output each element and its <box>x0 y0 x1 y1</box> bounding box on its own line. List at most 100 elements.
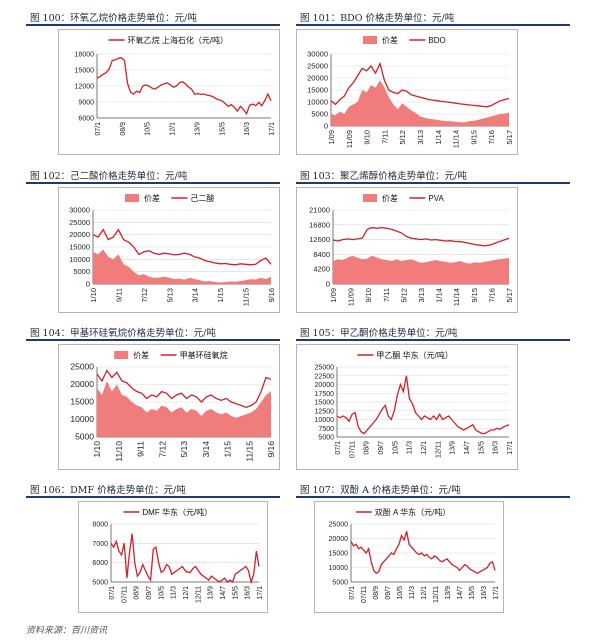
y-tick-label: 15000 <box>69 243 90 252</box>
legend-label: BDO <box>428 36 445 45</box>
series-line <box>110 533 260 585</box>
x-tick-label: 17/1 <box>493 586 500 600</box>
y-tick-label: 15000 <box>315 400 335 407</box>
x-tick-label: 1/14 <box>434 130 443 145</box>
chart-svg-104: 5000 10000 15000 20000 25000 1/10 11/10 9/11 7/1… <box>70 350 276 462</box>
y-tick-label: 10000 <box>70 414 94 424</box>
x-tick-label: 3/13 <box>417 288 426 303</box>
y-tick-label: 9000 <box>78 100 94 107</box>
figure-title-100: 图 100：环氧乙烷价格走势单位：元/吨 <box>30 13 197 24</box>
x-tick-label: 5/13 <box>179 441 189 458</box>
x-tick-label: 11/10 <box>114 441 124 462</box>
chart-svg-102: 0 5000 10000 15000 20000 25000 30000 1/10 9/11 7/… <box>69 193 276 306</box>
chart-box-102: 0 5000 10000 15000 20000 25000 30000 1/10 9/11 7/… <box>58 187 280 313</box>
x-tick-label: 11/14 <box>452 288 461 306</box>
y-tick-label: 21000 <box>309 206 330 215</box>
x-tick-label: 7/12 <box>157 441 167 458</box>
x-tick-label: 13/9 <box>445 586 452 600</box>
title-rule <box>296 24 570 26</box>
x-tick-label: 7/16 <box>487 288 496 303</box>
y-tick-label: 5000 <box>318 435 334 442</box>
legend-label: PVA <box>428 194 444 203</box>
x-tick-label: 9/10 <box>364 288 373 303</box>
x-tick-label: 11/09 <box>345 130 354 148</box>
x-tick-label: 12/11 <box>435 441 442 458</box>
legend-swatch-area <box>125 194 139 202</box>
x-tick-label: 09/7 <box>146 586 153 600</box>
x-tick-label: 12/1 <box>421 441 428 455</box>
x-tick-label: 7/12 <box>140 288 149 303</box>
y-tick-label: 20000 <box>329 536 349 543</box>
series-line <box>330 61 510 108</box>
chart-box-105: 5000 7500 10000 12500 15000 17500 20000 22500 25… <box>296 344 518 470</box>
y-tick-label: 0 <box>324 122 328 131</box>
figure-title-104: 图 104：甲基环硅氧烷价格走势单位：元/吨 <box>30 328 216 339</box>
y-tick-label: 7500 <box>318 426 334 433</box>
x-tick-label: 09/7 <box>378 441 385 455</box>
x-tick-label: 11/09 <box>347 288 356 306</box>
title-rule <box>26 24 280 26</box>
x-tick-label: 17/1 <box>257 586 264 600</box>
x-tick-label: 07/11 <box>349 441 356 458</box>
y-tick-label: 10000 <box>69 255 90 264</box>
chart-box-106: 5000 6000 7000 8000 07/1 07/11 08/9 09/7 10/5 11/… <box>78 501 268 613</box>
x-tick-label: 15/5 <box>219 122 226 136</box>
x-tick-label: 11/15 <box>242 288 251 306</box>
y-tick-label: 12600 <box>309 235 330 244</box>
x-tick-label: 11/15 <box>244 441 254 462</box>
chart-box-103: 0 4200 8400 12600 16800 21000 1/09 11/09 9/10 7/1… <box>296 187 518 313</box>
series-line <box>92 228 272 266</box>
x-tick-label: 9/15 <box>469 130 478 145</box>
y-tick-label: 25000 <box>329 522 349 529</box>
x-tick-label: 1/09 <box>327 130 336 145</box>
y-tick-label: 0 <box>86 280 90 289</box>
x-tick-label: 9/16 <box>267 288 276 303</box>
x-tick-label: 10/5 <box>392 441 399 455</box>
y-tick-label: 16800 <box>309 220 330 229</box>
x-tick-label: 9/11 <box>114 288 123 302</box>
x-tick-label: 15/5 <box>478 441 485 455</box>
x-tick-label: 9/15 <box>470 288 479 303</box>
x-tick-label: 08/9 <box>364 441 371 455</box>
y-tick-label: 20000 <box>69 230 90 239</box>
figure-title-106: 图 106：DMF 价格走势单位：元/吨 <box>30 485 186 496</box>
y-tick-label: 20000 <box>70 379 94 389</box>
legend-label: 价差 <box>133 350 149 360</box>
x-tick-label: 15/5 <box>232 586 239 600</box>
x-tick-label: 12/11 <box>433 586 440 603</box>
chart-box-100: 6000 9000 12000 15000 18000 07/1 08/9 10/5 12/1 1… <box>58 29 280 155</box>
x-tick-label: 08/9 <box>120 122 127 136</box>
x-tick-label: 1/15 <box>223 441 233 458</box>
figure-title-105: 图 105：甲乙酮价格走势单位：元/吨 <box>300 328 458 339</box>
figure-title-107: 图 107：双酚 A 价格走势单位：元/吨 <box>300 485 461 496</box>
legend-label: 双酚 A 华东（元/吨） <box>375 507 451 517</box>
y-tick-label: 7000 <box>92 541 108 548</box>
x-tick-label: 5/12 <box>398 130 407 145</box>
figure-title-103: 图 103：聚乙烯醇价格走势单位：元/吨 <box>300 171 467 182</box>
x-tick-label: 07/1 <box>349 586 356 600</box>
y-tick-label: 20000 <box>307 74 328 83</box>
series-line <box>96 369 272 408</box>
x-tick-label: 07/1 <box>109 586 116 600</box>
series-area <box>333 255 509 284</box>
x-tick-label: 1/10 <box>89 288 98 303</box>
legend-label: 价差 <box>144 193 160 203</box>
y-tick-label: 17500 <box>315 391 335 398</box>
x-tick-label: 15/5 <box>469 586 476 600</box>
y-tick-label: 15000 <box>75 68 95 75</box>
source-note: 资料来源：百川资讯 <box>26 626 108 636</box>
x-tick-label: 5/17 <box>505 288 514 303</box>
series-line <box>350 531 496 575</box>
series-area <box>331 80 509 126</box>
y-tick-label: 15000 <box>70 397 94 407</box>
chart-svg-100: 6000 9000 12000 15000 18000 07/1 08/9 10/5 12/1 1… <box>75 35 276 136</box>
x-tick-label: 16/3 <box>244 122 251 136</box>
y-tick-label: 18000 <box>75 52 95 59</box>
series-line <box>336 375 510 435</box>
title-rule <box>296 339 570 341</box>
x-tick-label: 11/14 <box>452 130 461 148</box>
x-tick-label: 12/1 <box>183 586 190 600</box>
y-tick-label: 5000 <box>75 432 94 442</box>
x-tick-label: 1/10 <box>92 441 102 458</box>
